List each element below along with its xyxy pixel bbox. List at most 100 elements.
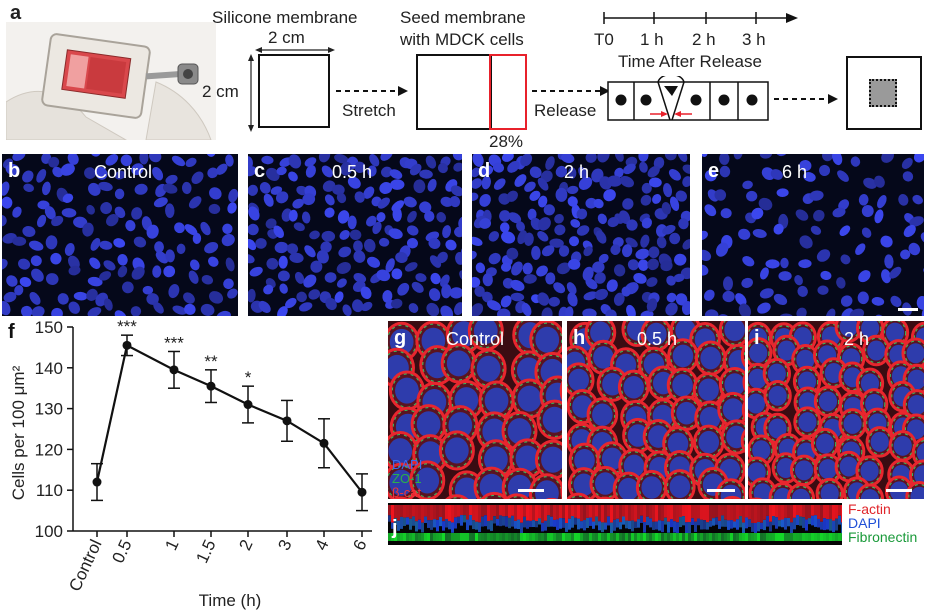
nucleus	[130, 306, 142, 316]
nucleus	[909, 216, 924, 227]
nucleus	[105, 154, 119, 166]
nucleus	[819, 164, 831, 177]
nucleus	[760, 267, 769, 280]
cell-junction	[638, 472, 665, 499]
nucleus	[482, 273, 493, 287]
nucleus	[165, 174, 178, 185]
nucleus	[14, 285, 24, 296]
dapi-layer	[673, 521, 676, 533]
nucleus	[114, 310, 127, 316]
nucleus	[626, 304, 636, 316]
nucleus	[248, 206, 260, 221]
panel-letter-d: d	[478, 160, 491, 182]
dapi-layer	[832, 520, 835, 533]
nucleus	[134, 183, 148, 195]
percent-label: 28%	[489, 132, 524, 151]
nucleus	[499, 210, 511, 222]
fibronectin-layer	[496, 533, 499, 541]
nucleus	[2, 181, 10, 196]
dapi-layer	[805, 519, 808, 531]
factin-layer	[628, 505, 631, 521]
factin-layer	[742, 505, 745, 523]
nuclei-field	[248, 154, 462, 316]
nucleus	[324, 194, 335, 206]
nucleus	[622, 198, 634, 210]
nucleus	[407, 210, 417, 223]
cell-nucleus	[818, 459, 837, 480]
nucleus	[385, 258, 395, 273]
nucleus	[861, 227, 872, 238]
nucleus	[720, 208, 732, 219]
nucleus	[114, 170, 126, 180]
nucleus	[263, 193, 274, 207]
fibronectin-layer	[751, 533, 754, 541]
fibronectin-layer	[706, 533, 709, 541]
cell-nucleus	[698, 378, 719, 402]
scale-bar	[707, 489, 735, 492]
cell-junction	[796, 409, 819, 435]
dapi-layer	[538, 518, 541, 525]
nucleus	[516, 221, 526, 232]
nucleus	[61, 208, 77, 218]
nucleus	[641, 217, 652, 229]
fibronectin-layer	[643, 533, 646, 541]
micrograph-control: b Control	[2, 154, 238, 316]
fibronectin-layer	[439, 533, 442, 541]
nucleus	[68, 301, 80, 314]
fibronectin-layer	[586, 533, 589, 541]
dapi-layer	[559, 518, 562, 529]
nucleus	[165, 203, 175, 219]
cell-junction	[513, 353, 544, 388]
factin-layer	[649, 505, 652, 519]
x-tick-label: 4	[311, 537, 332, 554]
nucleus	[858, 194, 869, 206]
panel-label-b: Control	[94, 162, 153, 182]
factin-layer	[751, 505, 754, 523]
nucleus	[719, 165, 731, 178]
nucleus	[506, 247, 519, 260]
factin-layer	[676, 505, 679, 523]
cell-junction	[841, 411, 864, 437]
cell-nucleus	[444, 437, 469, 464]
nucleus	[277, 306, 288, 316]
nucleus	[441, 283, 452, 299]
extrusion-arrow	[774, 94, 838, 104]
nucleus	[838, 199, 850, 211]
fibronectin-layer	[580, 533, 583, 541]
nucleus	[392, 206, 402, 222]
nucleus	[723, 276, 733, 291]
nucleus	[861, 204, 874, 218]
nucleus	[554, 224, 566, 236]
nucleus	[201, 275, 214, 285]
nucleus	[103, 298, 113, 311]
dapi-layer	[634, 521, 637, 529]
factin-layer	[748, 505, 751, 520]
y-tick-label: 150	[35, 318, 63, 337]
y-tick-label: 100	[35, 522, 63, 541]
nucleus	[248, 184, 258, 196]
factin-layer	[493, 505, 496, 517]
nucleus	[704, 309, 719, 316]
nucleus	[510, 292, 525, 302]
dapi-layer	[517, 519, 520, 530]
fibronectin-layer	[406, 533, 409, 541]
cell-junction	[816, 388, 840, 415]
nucleus	[185, 157, 197, 168]
dapi-layer	[505, 516, 508, 527]
nucleus	[20, 305, 33, 316]
cell-junction	[840, 345, 863, 372]
nucleus	[500, 295, 512, 308]
fibronectin-layer	[682, 533, 685, 541]
dapi-layer	[664, 517, 667, 525]
nucleus	[884, 254, 894, 269]
nucleus	[117, 265, 128, 278]
factin-layer	[508, 505, 511, 518]
nucleus	[558, 245, 570, 257]
nucleus	[255, 238, 267, 249]
nucleus	[450, 185, 462, 197]
dapi-layer	[739, 516, 742, 528]
factin-layer	[451, 505, 454, 523]
nucleus	[646, 298, 658, 313]
nucleus	[172, 305, 187, 315]
factin-layer	[439, 505, 442, 518]
